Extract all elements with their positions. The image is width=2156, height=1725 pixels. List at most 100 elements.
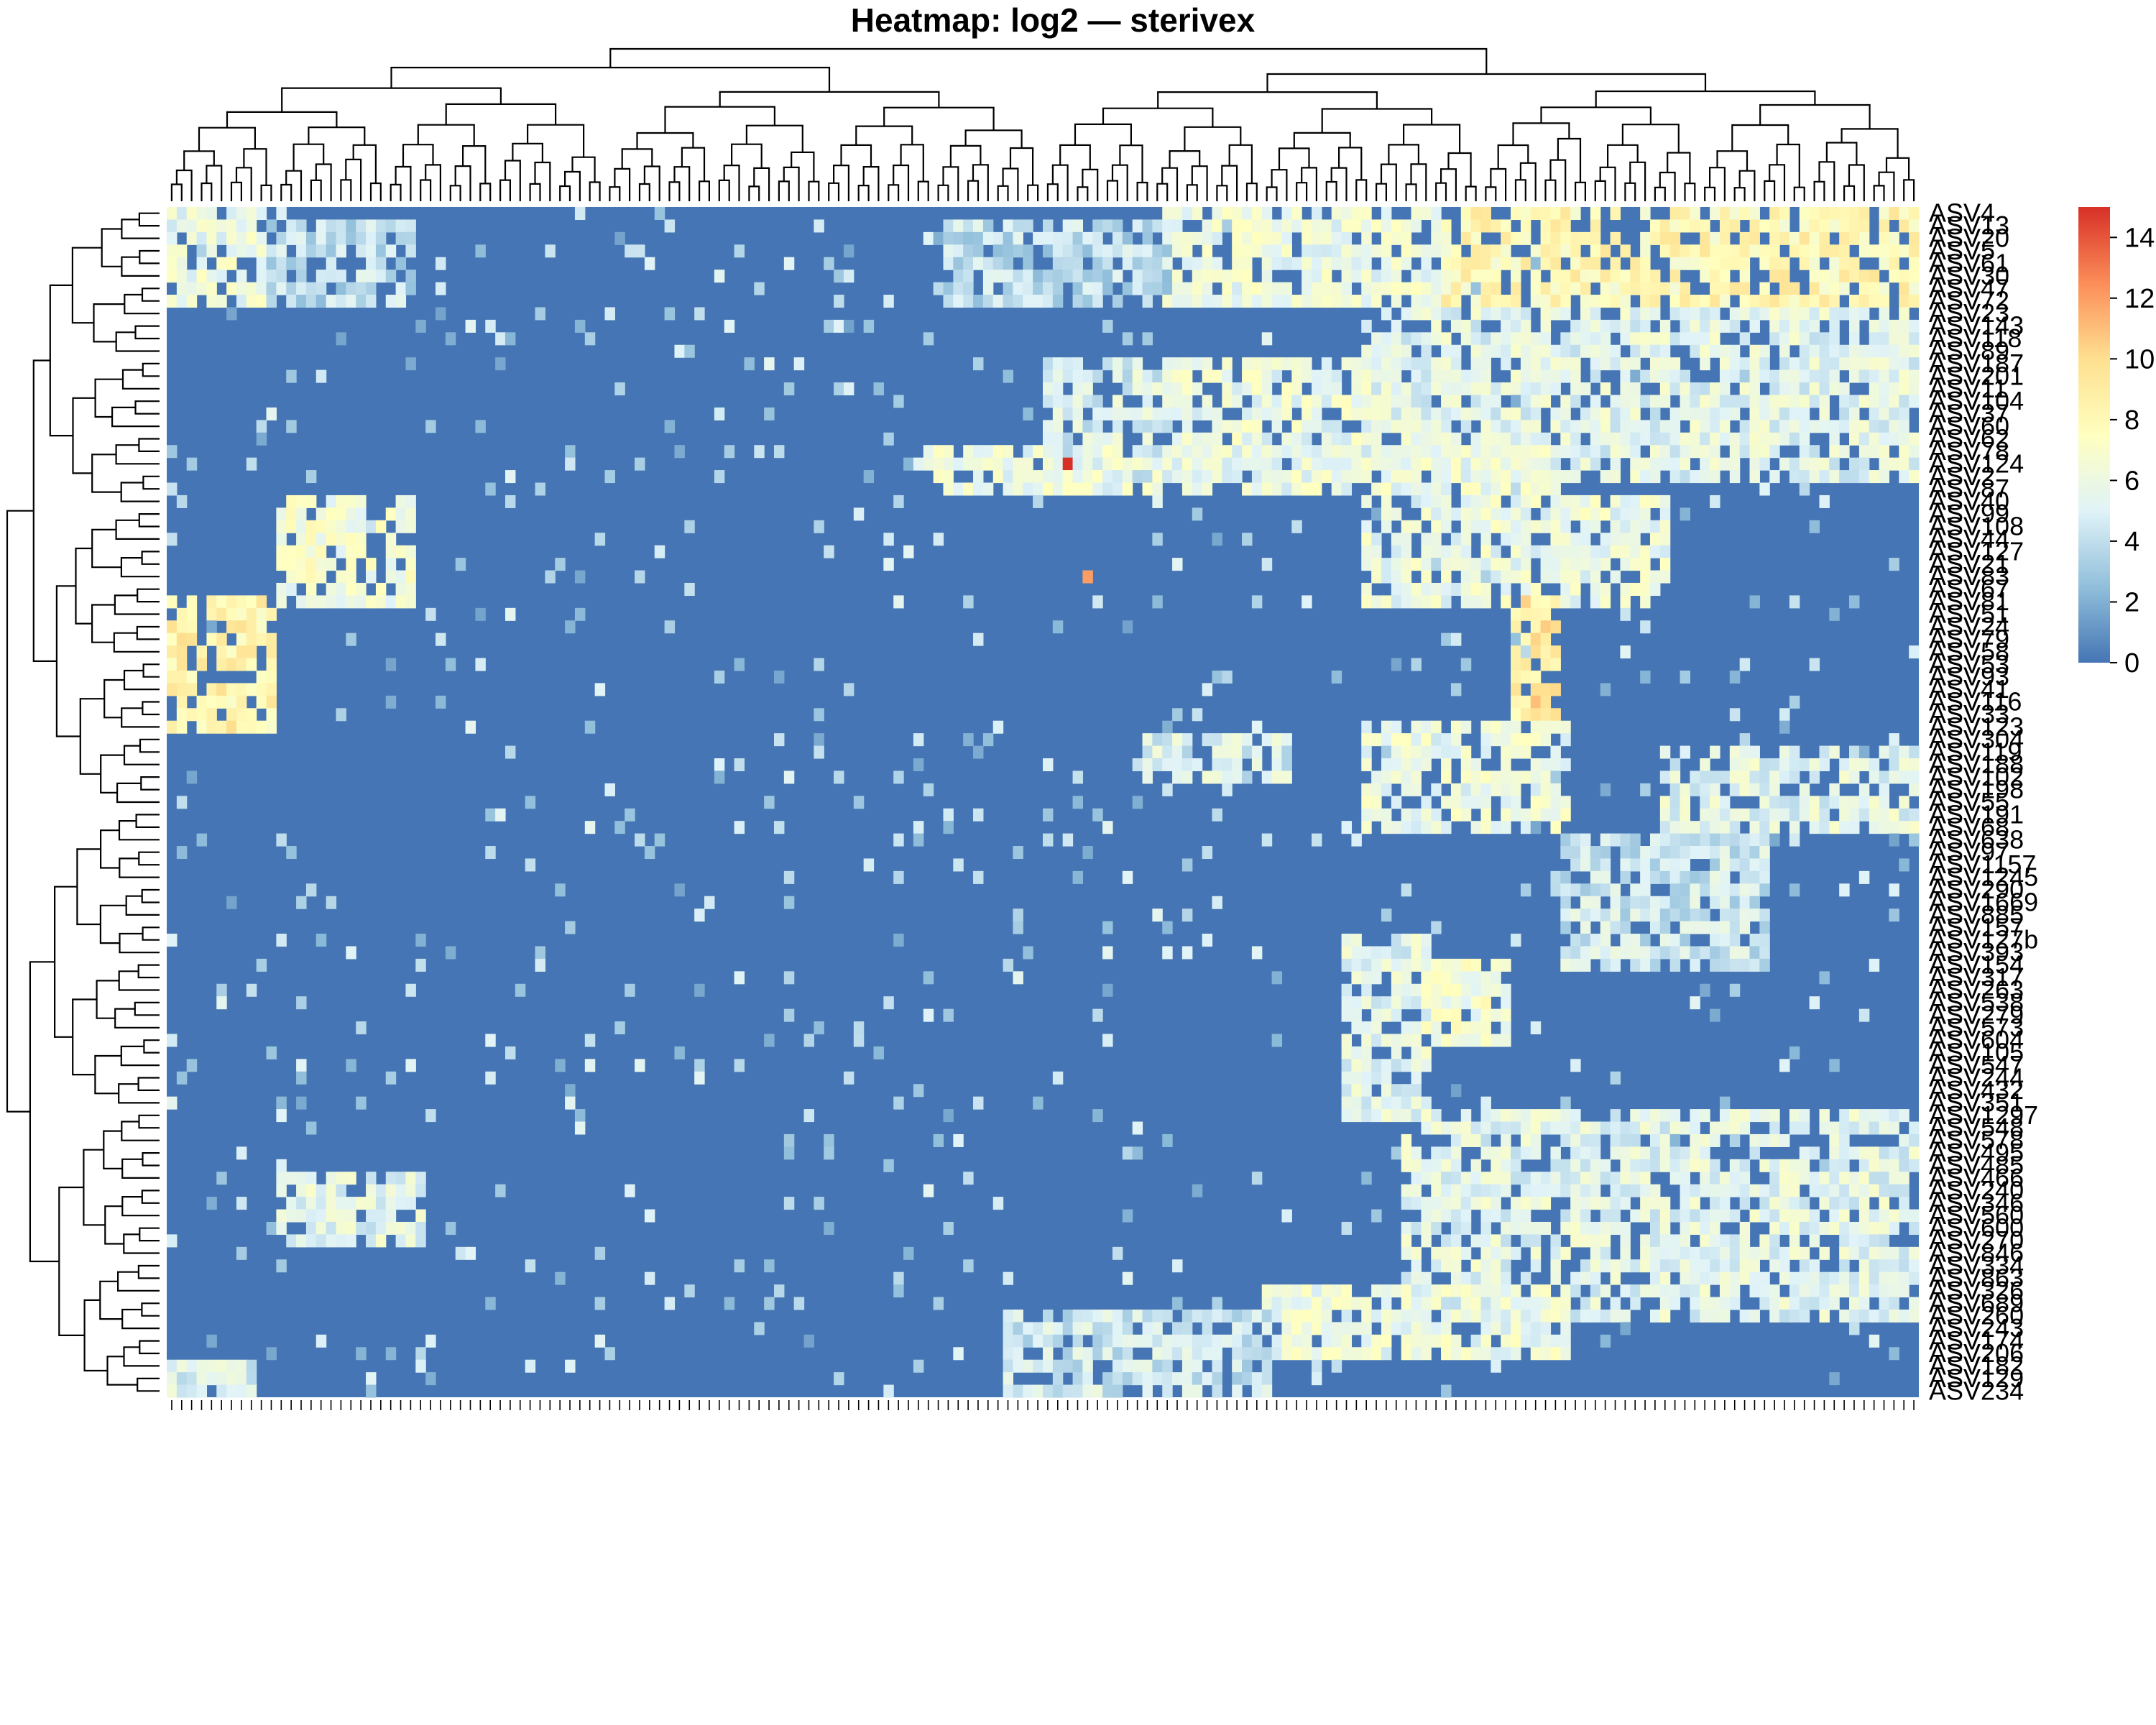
heatmap-cell <box>1520 407 1531 420</box>
heatmap-cell <box>1172 457 1183 471</box>
heatmap-cell <box>1680 407 1690 420</box>
heatmap-cell <box>226 307 237 321</box>
heatmap-cell <box>1052 432 1064 446</box>
heatmap-cell <box>1610 1071 1621 1085</box>
heatmap-cell <box>1082 395 1093 408</box>
heatmap-cell <box>1620 582 1631 596</box>
heatmap-cell <box>1441 1121 1452 1135</box>
heatmap-cell <box>1281 445 1292 459</box>
heatmap-cell <box>1381 257 1392 270</box>
heatmap-cell <box>1501 1172 1511 1185</box>
heatmap-cell <box>1023 946 1033 960</box>
heatmap-cell <box>1361 996 1372 1010</box>
heatmap-cell <box>1271 231 1283 245</box>
heatmap-cell <box>1470 1172 1482 1185</box>
heatmap-cell <box>1700 1284 1710 1298</box>
heatmap-cell <box>783 870 795 884</box>
row-label: ASV578 <box>1929 1126 2024 1155</box>
heatmap-cell <box>436 307 446 321</box>
heatmap-cell <box>1152 1347 1163 1361</box>
heatmap-cell <box>1003 270 1014 283</box>
heatmap-cell <box>1013 1347 1023 1361</box>
heatmap-cell <box>305 883 317 897</box>
heatmap-cell <box>1530 357 1542 371</box>
heatmap-cell <box>1391 445 1402 459</box>
heatmap-cell <box>1242 1359 1253 1373</box>
heatmap-cell <box>196 708 208 722</box>
heatmap-cell <box>1659 357 1671 371</box>
heatmap-cell <box>1321 445 1332 459</box>
heatmap-cell <box>1441 1184 1452 1197</box>
heatmap-cell <box>296 1071 307 1085</box>
heatmap-cell <box>1431 821 1442 834</box>
heatmap-cell <box>1480 996 1491 1010</box>
heatmap-cell <box>1520 821 1531 834</box>
heatmap-cell <box>375 1209 387 1223</box>
heatmap-cell <box>1769 1109 1780 1123</box>
heatmap-cell <box>1391 231 1402 245</box>
heatmap-cell <box>1600 407 1611 420</box>
heatmap-cell <box>1649 1234 1661 1248</box>
heatmap-cell <box>1649 494 1661 508</box>
heatmap-cell <box>963 257 974 270</box>
heatmap-cell <box>1401 482 1412 496</box>
heatmap-cell <box>1649 1121 1661 1135</box>
heatmap-cell <box>1232 207 1243 221</box>
heatmap-cell <box>385 1172 397 1185</box>
heatmap-cell <box>1909 332 1920 346</box>
heatmap-cell <box>973 808 984 822</box>
heatmap-cell <box>1391 482 1402 496</box>
heatmap-cell <box>1212 1334 1222 1348</box>
heatmap-cell <box>1829 1121 1840 1135</box>
heatmap-cell <box>1371 382 1382 396</box>
heatmap-cell <box>1849 796 1860 809</box>
heatmap-cell <box>1749 908 1760 922</box>
heatmap-cell <box>1212 369 1222 383</box>
heatmap-cell <box>1540 695 1552 709</box>
row-label: ASV11 <box>1929 374 2007 403</box>
column-dendrogram-branch <box>1296 182 1308 201</box>
heatmap-cell <box>1769 295 1780 308</box>
heatmap-cell <box>1052 244 1064 258</box>
heatmap-cell <box>1281 295 1292 308</box>
row-label: ASV83 <box>1929 561 2009 591</box>
row-label: ASV198 <box>1929 775 2024 804</box>
heatmap-cell <box>1749 432 1760 446</box>
column-dendrogram-branch <box>855 125 913 145</box>
heatmap-cell <box>1421 1221 1432 1235</box>
heatmap-cell <box>1003 1359 1014 1373</box>
row-labels: ASV4ASV13ASV20ASV5ASV61ASV30ASV47ASV72AS… <box>1929 198 2038 1406</box>
heatmap-cell <box>1251 482 1263 496</box>
heatmap-cell <box>1809 1259 1820 1273</box>
heatmap-cell <box>773 733 785 747</box>
heatmap-cell <box>1680 470 1690 484</box>
heatmap-cell <box>1181 1334 1193 1348</box>
heatmap-cell <box>1152 733 1163 747</box>
heatmap-cell <box>1580 896 1591 909</box>
heatmap-cell <box>1391 658 1402 671</box>
heatmap-cell <box>256 295 267 308</box>
heatmap-cell <box>1550 558 1561 571</box>
heatmap-cell <box>1590 432 1601 446</box>
heatmap-cell <box>635 570 645 584</box>
heatmap-cell <box>336 270 346 283</box>
heatmap-cell <box>1640 1109 1651 1123</box>
heatmap-cell <box>1540 507 1552 521</box>
heatmap-cell <box>1401 1284 1412 1298</box>
heatmap-cell <box>305 231 317 245</box>
heatmap-cell <box>1162 783 1173 796</box>
heatmap-cell <box>1401 470 1412 484</box>
heatmap-cell <box>1669 295 1681 308</box>
heatmap-cell <box>1610 357 1621 371</box>
heatmap-cell <box>1759 407 1770 420</box>
heatmap-cell <box>1132 369 1143 383</box>
row-dendrogram-branch <box>123 1233 160 1254</box>
heatmap-cell <box>963 733 974 747</box>
heatmap-cell <box>1669 369 1681 383</box>
row-dendrogram-branch <box>114 1008 160 1029</box>
heatmap-cell <box>1511 432 1521 446</box>
heatmap-cell <box>1560 395 1571 408</box>
heatmap-cell <box>1441 231 1452 245</box>
heatmap-cell <box>1899 1184 1909 1197</box>
heatmap-cell <box>167 1359 178 1373</box>
